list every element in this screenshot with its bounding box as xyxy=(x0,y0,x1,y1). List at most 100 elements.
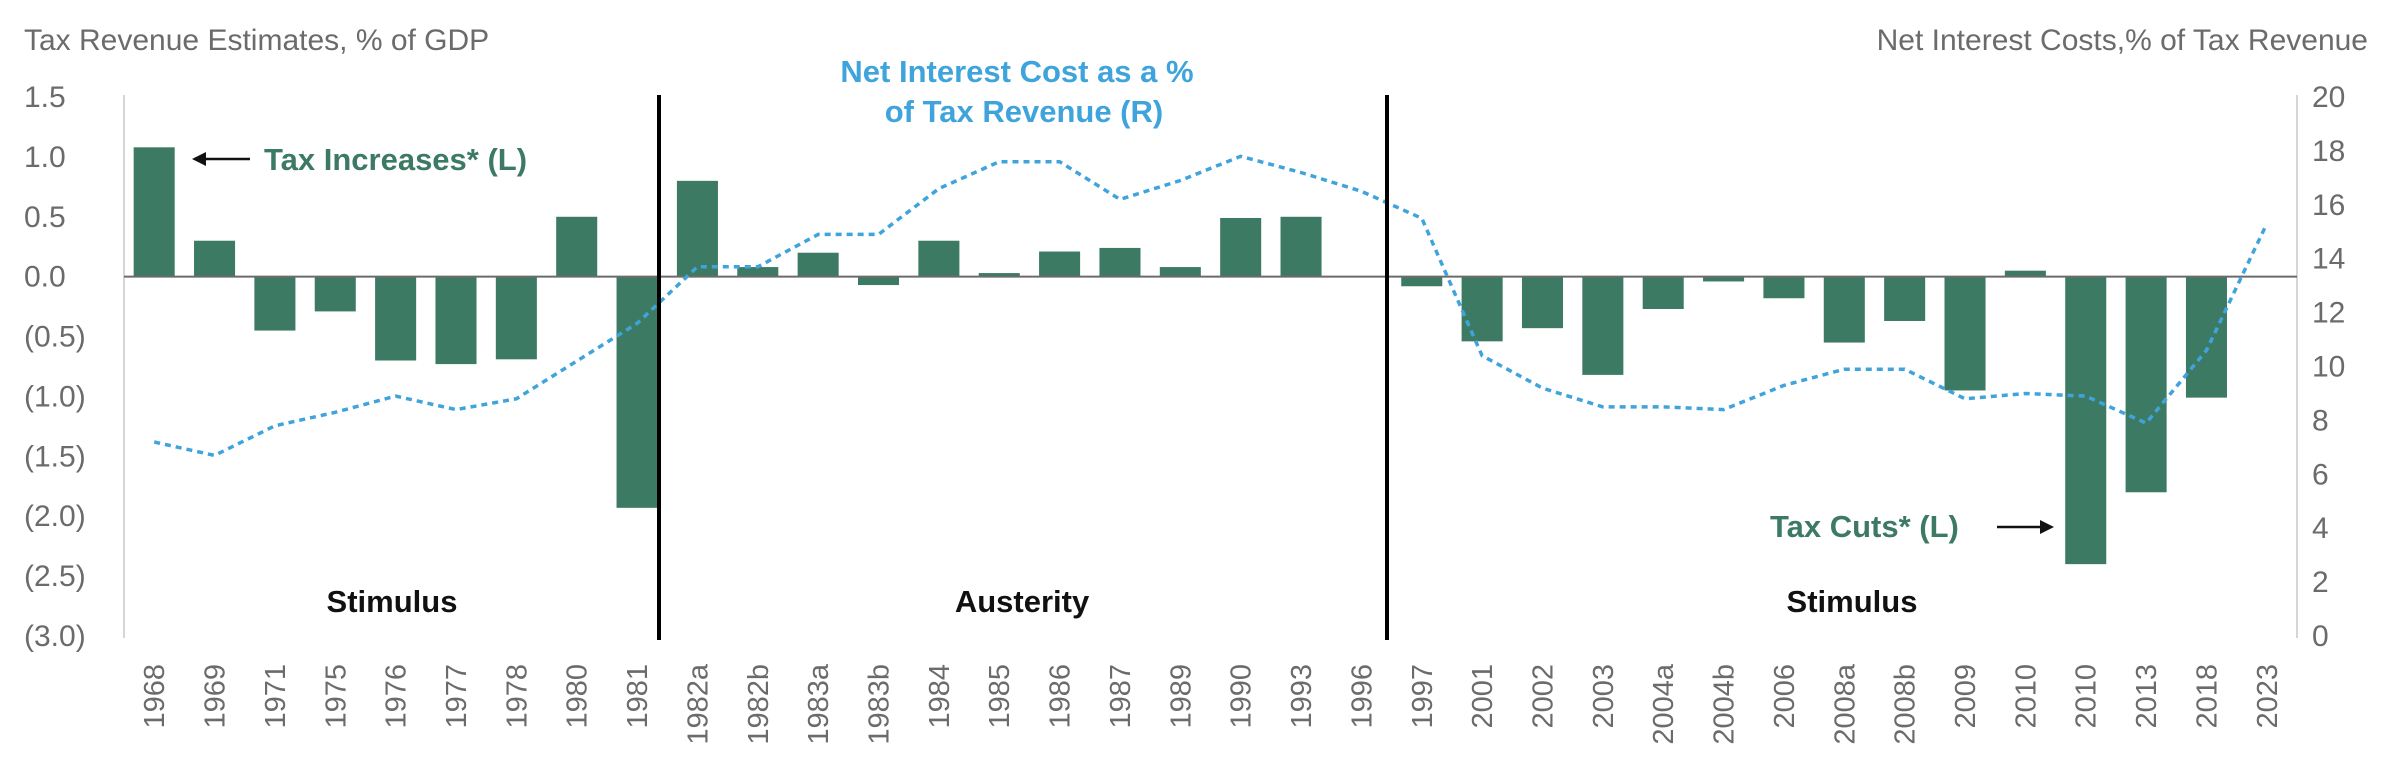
category-label: 1968 xyxy=(139,664,171,729)
category-label: 1997 xyxy=(1407,664,1439,729)
bar xyxy=(375,276,417,361)
bar xyxy=(857,276,900,286)
category-label: 1971 xyxy=(260,664,292,729)
interest-label-line2: of Tax Revenue (R) xyxy=(885,94,1163,129)
right-tick-label: 10 xyxy=(2312,351,2345,384)
bar xyxy=(978,273,1020,277)
category-label: 2003 xyxy=(1588,664,1620,729)
bar xyxy=(797,252,839,277)
bar xyxy=(194,240,236,277)
right-axis-title: Net Interest Costs,% of Tax Revenue xyxy=(1877,24,2368,57)
bar xyxy=(1521,276,1564,329)
right-tick-label: 2 xyxy=(2312,566,2329,599)
right-tick-label: 20 xyxy=(2312,81,2345,114)
bar xyxy=(2125,276,2167,493)
left-tick-label: 1.5 xyxy=(24,81,66,114)
period-label-stimulus-2: Stimulus xyxy=(1787,584,1918,619)
category-label: 1996 xyxy=(1346,664,1378,729)
category-label: 1985 xyxy=(984,664,1016,729)
right-tick-label: 0 xyxy=(2312,620,2329,653)
bar xyxy=(556,216,598,277)
category-label: 1978 xyxy=(501,664,533,729)
bar xyxy=(1099,247,1141,277)
right-tick-label: 4 xyxy=(2312,512,2329,545)
bar xyxy=(1944,276,1986,391)
right-tick-label: 18 xyxy=(2312,135,2345,168)
tax-increases-arrowhead xyxy=(192,152,206,166)
period-label-austerity: Austerity xyxy=(955,584,1090,619)
bar xyxy=(1159,267,1201,277)
category-label: 1993 xyxy=(1286,664,1318,729)
right-tick-label: 16 xyxy=(2312,189,2345,222)
bar xyxy=(1039,251,1081,277)
category-label: 1969 xyxy=(200,664,232,729)
bar xyxy=(2004,270,2046,277)
bar xyxy=(1703,276,1745,282)
period-label-stimulus-1: Stimulus xyxy=(327,584,458,619)
right-tick-label: 8 xyxy=(2312,404,2329,437)
bar xyxy=(2065,276,2107,565)
category-label: 2004b xyxy=(1709,664,1741,745)
bar xyxy=(918,240,960,277)
bar xyxy=(1823,276,1865,343)
bar xyxy=(495,276,537,360)
category-label: 1990 xyxy=(1226,664,1258,729)
left-tick-label: (1.0) xyxy=(24,380,86,413)
category-label: 1975 xyxy=(320,664,352,729)
left-tick-label: (3.0) xyxy=(24,620,86,653)
bar xyxy=(1220,217,1262,277)
bar xyxy=(435,276,477,365)
category-label: 1986 xyxy=(1045,664,1077,729)
bar xyxy=(1763,276,1805,299)
category-label: 1983b xyxy=(864,664,896,745)
x-axis-categories: 1968 1969 1971 1975 1976 1977 1978 1980 1981 1982… xyxy=(139,663,2284,745)
category-label: 2010 xyxy=(2071,664,2103,729)
left-axis-title: Tax Revenue Estimates, % of GDP xyxy=(24,24,489,57)
category-label: 1976 xyxy=(381,664,413,729)
category-label: 1983a xyxy=(803,663,835,745)
bar xyxy=(2185,276,2227,398)
left-tick-label: (0.5) xyxy=(24,321,86,354)
category-label: 1981 xyxy=(622,664,654,729)
bar xyxy=(1884,276,1926,321)
category-label: 1984 xyxy=(924,664,956,729)
category-label: 2008b xyxy=(1890,664,1922,745)
tax-increases-label: Tax Increases* (L) xyxy=(264,142,527,177)
category-label: 1982a xyxy=(682,663,714,745)
category-label: 1977 xyxy=(441,664,473,729)
left-tick-label: (1.5) xyxy=(24,440,86,473)
category-label: 2001 xyxy=(1467,664,1499,729)
right-tick-label: 6 xyxy=(2312,458,2329,491)
bar xyxy=(254,276,296,331)
left-tick-label: 0.5 xyxy=(24,201,66,234)
right-tick-label: 14 xyxy=(2312,243,2345,276)
interest-cost-line xyxy=(153,154,2269,458)
category-label: 2002 xyxy=(1527,664,1559,729)
category-label: 2010 xyxy=(2010,664,2042,729)
left-tick-label: (2.5) xyxy=(24,560,86,593)
category-label: 2018 xyxy=(2191,664,2223,729)
category-label: 1980 xyxy=(562,664,594,729)
bar xyxy=(616,276,658,508)
right-tick-label: 12 xyxy=(2312,297,2345,330)
tax-cuts-label: Tax Cuts* (L) xyxy=(1770,509,1959,544)
bar xyxy=(1280,216,1322,277)
left-axis-ticks: 1.5 1.0 0.5 0.0 (0.5) (1.0) (1.5) (2.0) (2.5) (3.… xyxy=(24,81,86,653)
category-label: 1982b xyxy=(743,664,775,745)
tax-cuts-arrowhead xyxy=(2040,520,2054,534)
bar xyxy=(1461,276,1503,342)
category-label: 2004a xyxy=(1648,663,1680,745)
category-label: 2023 xyxy=(2252,664,2284,729)
left-tick-label: 0.0 xyxy=(24,261,66,294)
bar xyxy=(1642,276,1684,310)
bar xyxy=(133,147,175,277)
category-label: 1987 xyxy=(1105,664,1137,729)
category-label: 1989 xyxy=(1165,664,1197,729)
bar xyxy=(737,267,779,277)
bar xyxy=(676,180,718,277)
category-label: 2008a xyxy=(1829,663,1861,745)
bar xyxy=(314,276,356,312)
left-tick-label: (2.0) xyxy=(24,500,86,533)
